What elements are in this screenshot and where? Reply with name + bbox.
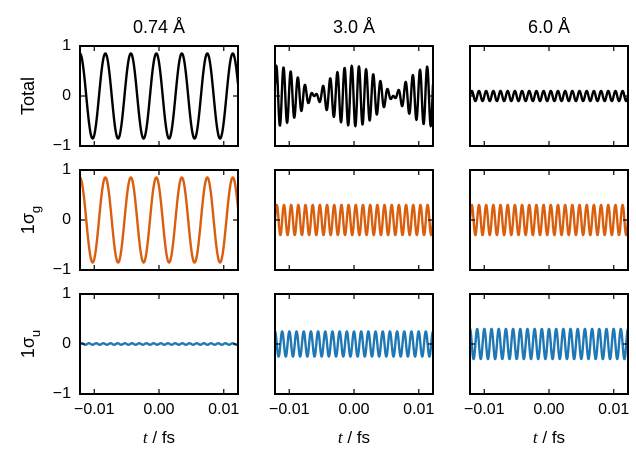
x-tick-label: 0.00: [533, 401, 564, 418]
row-label-1: 1σg: [18, 206, 43, 234]
row-label-0: Total: [18, 77, 38, 115]
panel-r2-c2: −0.01 0.00 0.01: [464, 293, 629, 418]
series-line-r2-c1: [275, 330, 433, 358]
panel-r1-c1: [274, 169, 434, 271]
column-title-1: 3.0 Å: [333, 17, 375, 37]
x-tick-label: 0.01: [403, 401, 434, 418]
series-line-r1-c2: [470, 203, 628, 237]
panel-r2-c0: −0.01 0.00 0.01 −1 0 1: [53, 285, 240, 418]
y-tick-label: 1: [62, 37, 71, 54]
y-tick-label: −1: [53, 385, 71, 402]
y-tick-label: 1: [62, 285, 71, 302]
series-line-r0-c2: [470, 89, 628, 103]
y-tick-label: 1: [62, 161, 71, 178]
x-tick-label: −0.01: [269, 401, 310, 418]
series-line-r1-c1: [275, 203, 433, 237]
panel-r2-c1: −0.01 0.00 0.01: [269, 293, 434, 418]
panel-r0-c0: −1 0 1: [53, 37, 239, 154]
y-tick-label: −1: [53, 261, 71, 278]
panel-r1-c0: −1 0 1: [53, 161, 239, 278]
series-line-r2-c0: [80, 342, 238, 346]
y-tick-label: 0: [62, 87, 71, 104]
series-line-r1-c0: [80, 176, 238, 264]
panels: −101−101−0.01 0.00 0.01−101−0.01 0.00 0.01 −0…: [53, 37, 630, 418]
row-label-2: 1σu: [18, 330, 43, 358]
panel-r0-c1: [274, 45, 434, 147]
series-line-r0-c0: [80, 52, 238, 140]
y-tick-label: 0: [62, 211, 71, 228]
y-tick-label: −1: [53, 137, 71, 154]
x-tick-label: −0.01: [74, 401, 115, 418]
x-axis-label-0: t / fs: [143, 428, 175, 447]
column-titles: 0.74 Å 3.0 Å 6.0 Å: [133, 17, 570, 37]
series-line-r0-c1: [275, 64, 433, 128]
x-axis-labels: t / fs t / fs t / fs: [143, 428, 565, 447]
panel-r1-c2: [469, 169, 629, 271]
x-tick-label: 0.01: [208, 401, 239, 418]
x-tick-label: 0.00: [143, 401, 174, 418]
x-tick-label: 0.00: [338, 401, 369, 418]
y-tick-label: 0: [62, 335, 71, 352]
x-tick-label: −0.01: [464, 401, 505, 418]
row-labels: Total 1σg 1σu: [18, 77, 43, 358]
column-title-0: 0.74 Å: [133, 17, 185, 37]
column-title-2: 6.0 Å: [528, 17, 570, 37]
series-line-r2-c2: [470, 327, 628, 361]
x-axis-label-1: t / fs: [338, 428, 370, 447]
x-tick-label: 0.01: [598, 401, 629, 418]
panel-r0-c2: [469, 45, 629, 147]
x-axis-label-2: t / fs: [533, 428, 565, 447]
